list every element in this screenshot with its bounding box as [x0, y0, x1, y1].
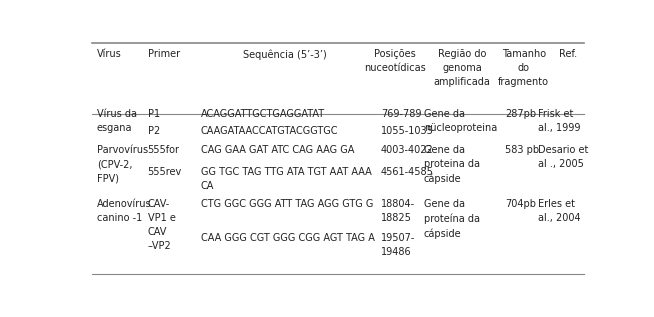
Text: Posições
nuceotídicas: Posições nuceotídicas	[364, 49, 426, 73]
Text: Sequência (5’-3’): Sequência (5’-3’)	[243, 49, 326, 60]
Text: Parvovírus
(CPV-2,
FPV): Parvovírus (CPV-2, FPV)	[97, 146, 148, 184]
Text: Primer: Primer	[148, 49, 180, 59]
Text: P1: P1	[148, 109, 160, 119]
Text: Gene da
proteína da
cápside: Gene da proteína da cápside	[424, 199, 480, 239]
Text: 769-789: 769-789	[381, 109, 421, 119]
Text: Erles et
al., 2004: Erles et al., 2004	[538, 199, 581, 223]
Text: P2: P2	[148, 126, 160, 136]
Text: Gene da
proteina da
cápside: Gene da proteina da cápside	[424, 146, 480, 184]
Text: Gene da
nücleoproteina: Gene da nücleoproteina	[424, 109, 497, 133]
Text: 4003-4022: 4003-4022	[381, 146, 434, 155]
Text: Desario et
al ., 2005: Desario et al ., 2005	[538, 146, 589, 170]
Text: 287pb: 287pb	[505, 109, 536, 119]
Text: 704pb: 704pb	[505, 199, 536, 209]
Text: Ref.: Ref.	[559, 49, 577, 59]
Text: 1055-1035: 1055-1035	[381, 126, 434, 136]
Text: CAV-
VP1 e
CAV
–VP2: CAV- VP1 e CAV –VP2	[148, 199, 175, 251]
Text: Vírus da
esgana: Vírus da esgana	[97, 109, 137, 133]
Text: 18804-
18825: 18804- 18825	[381, 199, 415, 223]
Text: GG TGC TAG TTG ATA TGT AAT AAA
CA: GG TGC TAG TTG ATA TGT AAT AAA CA	[201, 167, 371, 191]
Text: 583 pb: 583 pb	[505, 146, 539, 155]
Text: Região do
genoma
amplificada: Região do genoma amplificada	[434, 49, 490, 87]
Text: CAG GAA GAT ATC CAG AAG GA: CAG GAA GAT ATC CAG AAG GA	[201, 146, 354, 155]
Text: Frisk et
al., 1999: Frisk et al., 1999	[538, 109, 580, 133]
Text: Tamanho
do
fragmento: Tamanho do fragmento	[498, 49, 549, 87]
Text: 555rev: 555rev	[148, 167, 182, 178]
Text: 555for: 555for	[148, 146, 180, 155]
Text: CAA GGG CGT GGG CGG AGT TAG A: CAA GGG CGT GGG CGG AGT TAG A	[201, 233, 375, 243]
Text: 19507-
19486: 19507- 19486	[381, 233, 415, 257]
Text: CTG GGC GGG ATT TAG AGG GTG G: CTG GGC GGG ATT TAG AGG GTG G	[201, 199, 373, 209]
Text: ACAGGATTGCTGAGGATAT: ACAGGATTGCTGAGGATAT	[201, 109, 325, 119]
Text: 4561-4585: 4561-4585	[381, 167, 434, 178]
Text: Vírus: Vírus	[97, 49, 122, 59]
Text: CAAGATAACCATGTACGGTGC: CAAGATAACCATGTACGGTGC	[201, 126, 338, 136]
Text: Adenovírus
canino -1: Adenovírus canino -1	[97, 199, 152, 223]
